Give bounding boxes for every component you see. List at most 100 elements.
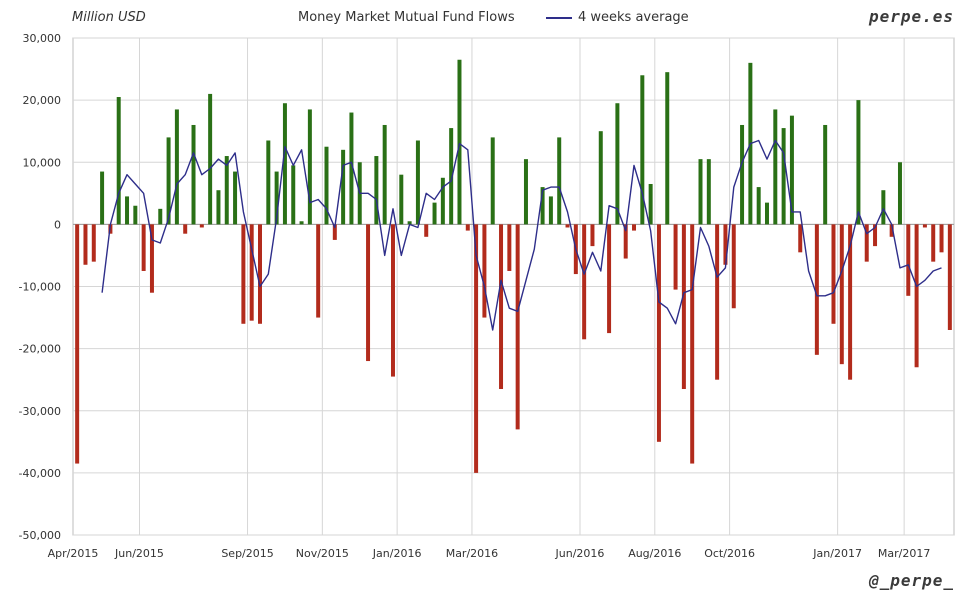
outflow-bar — [831, 224, 836, 324]
inflow-bar — [291, 165, 296, 225]
inflow-bar — [432, 202, 437, 225]
inflow-bar — [490, 137, 495, 225]
outflow-bar — [731, 224, 736, 309]
x-tick-label: Jun/2015 — [114, 547, 164, 560]
outflow-bar — [656, 224, 661, 442]
outflow-bar — [931, 224, 936, 262]
inflow-bar — [615, 103, 620, 225]
inflow-bar — [382, 124, 387, 225]
y-tick-label: -10,000 — [19, 281, 61, 294]
inflow-bar — [789, 115, 794, 225]
brand-watermark-top: perpe.es — [868, 7, 954, 26]
x-tick-label: Jan/2016 — [372, 547, 422, 560]
outflow-bar — [798, 224, 803, 253]
inflow-bar — [523, 159, 528, 225]
outflow-bar — [947, 224, 952, 330]
x-tick-label: Mar/2016 — [446, 547, 498, 560]
inflow-bar — [349, 112, 354, 225]
x-tick-label: Jan/2017 — [812, 547, 862, 560]
outflow-bar — [241, 224, 246, 324]
inflow-bar — [307, 109, 312, 225]
inflow-bar — [274, 171, 279, 225]
inflow-bar — [449, 128, 454, 225]
outflow-bar — [607, 224, 612, 334]
outflow-bar — [922, 224, 927, 228]
y-tick-label: 0 — [54, 218, 61, 231]
inflow-bar — [399, 174, 404, 225]
outflow-bar — [91, 224, 96, 262]
inflow-bar — [125, 196, 130, 225]
outflow-bar — [715, 224, 720, 380]
outflow-bar — [623, 224, 628, 259]
y-tick-label: -30,000 — [19, 405, 61, 418]
brand-watermark-bottom: @_perpe_ — [868, 571, 954, 590]
inflow-bar — [407, 221, 412, 225]
inflow-bar — [282, 103, 287, 225]
inflow-bar — [166, 137, 171, 225]
x-tick-label: Jun/2016 — [555, 547, 605, 560]
outflow-bar — [681, 224, 686, 390]
outflow-bar — [507, 224, 512, 271]
y-tick-label: 20,000 — [23, 94, 62, 107]
inflow-bar — [756, 187, 761, 225]
outflow-bar — [723, 224, 728, 265]
inflow-bar — [415, 140, 420, 225]
outflow-bar — [889, 224, 894, 237]
legend-line-swatch — [546, 16, 572, 19]
outflow-bar — [149, 224, 154, 293]
inflow-bar — [665, 72, 670, 225]
outflow-bar — [590, 224, 595, 247]
outflow-bar — [873, 224, 878, 247]
inflow-bar — [881, 190, 886, 225]
legend-label: 4 weeks average — [578, 10, 689, 25]
outflow-bar — [366, 224, 371, 362]
outflow-bar — [465, 224, 470, 231]
inflow-bar — [740, 124, 745, 225]
inflow-bar — [233, 171, 238, 225]
inflow-bar — [773, 109, 778, 225]
inflow-bar — [191, 124, 196, 225]
outflow-bar — [515, 224, 520, 430]
inflow-bar — [548, 196, 553, 225]
inflow-bar — [299, 221, 304, 225]
inflow-bar — [116, 97, 121, 225]
inflow-bar — [765, 202, 769, 225]
x-tick-label: Nov/2015 — [296, 547, 349, 560]
average-line — [101, 139, 942, 331]
x-tick-label: Oct/2016 — [704, 547, 755, 560]
outflow-bar — [474, 224, 479, 473]
inflow-bar — [823, 124, 828, 225]
inflow-bar — [706, 159, 711, 225]
outflow-bar — [499, 224, 504, 390]
inflow-bar — [781, 128, 786, 225]
y-tick-label: -40,000 — [19, 467, 61, 480]
outflow-bar — [632, 224, 637, 231]
inflow-bar — [648, 183, 653, 225]
outflow-bar — [183, 224, 188, 234]
inflow-bar — [897, 162, 902, 225]
outflow-bar — [690, 224, 695, 464]
x-tick-label: Apr/2015 — [48, 547, 99, 560]
outflow-bar — [864, 224, 869, 262]
chart-title: Money Market Mutual Fund Flows — [298, 10, 515, 25]
y-tick-label: 30,000 — [23, 32, 62, 45]
y-axis-unit-label: Million USD — [72, 10, 146, 25]
inflow-bar — [440, 177, 445, 225]
inflow-bar — [324, 146, 329, 225]
inflow-bar — [216, 190, 221, 225]
outflow-bar — [839, 224, 844, 365]
outflow-bar — [316, 224, 321, 318]
inflow-bar — [224, 156, 229, 225]
outflow-bar — [258, 224, 262, 324]
inflow-bar — [374, 156, 379, 225]
x-tick-label: Mar/2017 — [878, 547, 930, 560]
inflow-bar — [100, 171, 105, 225]
inflow-bar — [174, 109, 179, 225]
inflow-bar — [208, 93, 213, 225]
outflow-bar — [673, 224, 678, 290]
outflow-bar — [814, 224, 819, 355]
inflow-bar — [598, 131, 603, 225]
outflow-bar — [906, 224, 911, 296]
y-tick-label: -20,000 — [19, 343, 61, 356]
